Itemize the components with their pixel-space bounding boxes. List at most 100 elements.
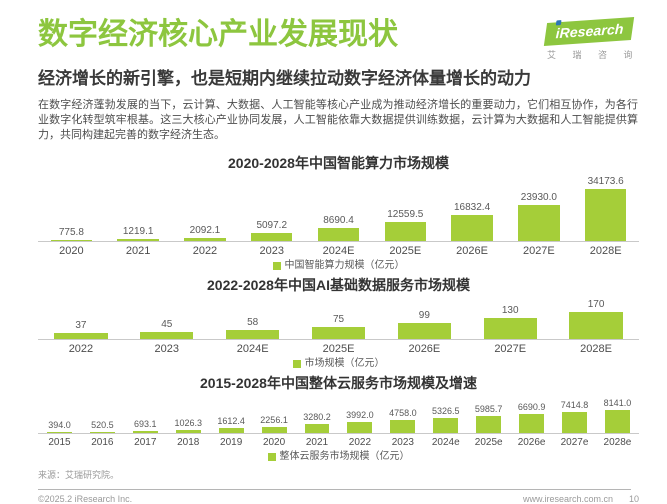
bar-plot: 37 45 58 75 99 130 170: [38, 295, 639, 340]
bar: [384, 221, 426, 241]
value-label: 1219.1: [122, 226, 154, 238]
x-axis-labels: 2020 2021 2022 2023 2024E 2025E 2026E 2027E 2028…: [38, 242, 639, 257]
bar: [261, 426, 287, 433]
bar: [451, 215, 493, 241]
category-label: 2024E: [236, 343, 269, 355]
value-label: 3992.0: [346, 409, 374, 420]
value-label: 34173.6: [587, 176, 624, 187]
bar-column: 1026.3: [167, 418, 210, 433]
category-label: 2022: [192, 245, 218, 257]
category-label: 2020: [262, 437, 286, 448]
bar: [304, 423, 330, 433]
bar: [562, 412, 587, 433]
bar: [569, 312, 623, 339]
page-title: 数字经济核心产业发展现状: [38, 18, 398, 51]
legend-label: 整体云服务市场规模（亿元）: [279, 451, 410, 462]
category-label: 2026E: [408, 343, 441, 355]
bar: [483, 318, 537, 339]
chart-legend: 整体云服务市场规模（亿元）: [38, 451, 639, 463]
intro-paragraph: 在数字经济蓬勃发展的当下，云计算、大数据、人工智能等核心产业成为推动经济增长的重…: [38, 99, 638, 141]
bar: [117, 239, 159, 241]
bar: [390, 419, 416, 433]
bar-column: 4758.0: [381, 408, 424, 433]
category-label: 2023: [259, 245, 284, 257]
category-label: 2023: [154, 343, 180, 355]
bar: [175, 430, 201, 433]
chart-smart-computing-power: 2020-2028年中国智能算力市场规模 775.8 1219.1 2092.1 50…: [38, 154, 639, 272]
value-label: 170: [587, 299, 605, 310]
bar-column: 1612.4: [210, 416, 253, 433]
bar: [50, 239, 93, 241]
bar: [47, 431, 72, 433]
bar-plot: 394.0 520.5 693.1 1026.3 1612.4 2256.1 3280.2 3…: [38, 393, 639, 434]
value-label: 394.0: [48, 419, 71, 430]
bar: [226, 329, 280, 339]
bar: [605, 410, 630, 433]
category-label: 2015: [48, 437, 71, 448]
category-label: 2024e: [431, 437, 460, 448]
legend-label: 中国智能算力规模（亿元）: [284, 260, 405, 271]
bar-column: 2256.1: [253, 415, 296, 433]
category-label: 2021: [305, 437, 329, 448]
bar-plot: 775.8 1219.1 2092.1 5097.2 8690.4 12559.5 1683…: [38, 173, 639, 242]
value-label: 16832.4: [454, 202, 491, 214]
bar: [251, 233, 293, 241]
value-label: 1612.4: [217, 416, 245, 427]
bar-column: 693.1: [124, 419, 167, 433]
chart-title: 2020-2028年中国智能算力市场规模: [228, 155, 449, 171]
bar: [433, 418, 459, 433]
bar-column: 23930.0: [505, 192, 572, 241]
bar-column: 520.5: [81, 419, 124, 433]
category-label: 2019: [220, 437, 243, 448]
iresearch-logo: iResearch 艾 瑞 咨 询: [541, 17, 637, 61]
logo-brand-text: iResearch: [555, 20, 624, 42]
value-label: 37: [75, 320, 87, 332]
bar: [54, 333, 108, 339]
value-label: 520.5: [91, 419, 114, 430]
bar: [132, 431, 158, 433]
bar-column: 1219.1: [105, 226, 172, 241]
bar-column: 130: [467, 305, 553, 339]
category-label: 2026E: [456, 245, 488, 257]
category-label: 2017: [134, 437, 157, 448]
category-label: 2028E: [589, 245, 622, 257]
category-label: 2026e: [517, 437, 546, 448]
bar: [218, 428, 244, 433]
bar-column: 16832.4: [439, 202, 506, 241]
value-label: 75: [332, 314, 345, 326]
category-label: 2020: [59, 245, 84, 257]
bar-column: 3280.2: [296, 412, 339, 433]
chart-legend: 中国智能算力规模（亿元）: [38, 260, 639, 272]
website-text: www.iresearch.com.cn: [522, 494, 613, 504]
bar-column: 7414.8: [553, 400, 596, 433]
value-label: 45: [161, 318, 173, 330]
value-label: 8690.4: [323, 214, 354, 226]
bar: [476, 416, 502, 433]
category-label: 2025e: [474, 437, 503, 448]
value-label: 5326.5: [431, 406, 460, 416]
bar-column: 394.0: [38, 419, 81, 433]
chart-cloud-service: 2015-2028年中国整体云服务市场规模及增速 394.0 520.5 693.1…: [38, 374, 639, 463]
value-label: 5985.7: [474, 404, 503, 415]
category-label: 2027E: [494, 343, 527, 355]
bar: [89, 431, 115, 433]
category-label: 2016: [91, 437, 114, 448]
chart-title: 2022-2028年中国AI基础数据服务市场规模: [207, 277, 470, 293]
bar: [518, 204, 560, 241]
value-label: 3280.2: [303, 411, 331, 422]
bar-column: 12559.5: [372, 209, 439, 241]
page-footer: ©2025.2 iResearch Inc. www.iresearch.com…: [38, 494, 639, 504]
bar: [184, 237, 226, 241]
value-label: 99: [418, 310, 430, 322]
category-label: 2022: [348, 437, 372, 448]
bar-column: 8141.0: [596, 398, 639, 433]
bar: [347, 421, 373, 433]
page-number: 10: [628, 494, 639, 504]
category-label: 2028e: [603, 437, 632, 448]
value-label: 693.1: [134, 419, 157, 429]
page-subtitle: 经济增长的新引擎，也是短期内继续拉动数字经济体量增长的动力: [38, 69, 531, 88]
bar: [311, 327, 366, 339]
category-label: 2021: [125, 245, 151, 257]
copyright-text: ©2025.2 iResearch Inc.: [38, 494, 133, 504]
